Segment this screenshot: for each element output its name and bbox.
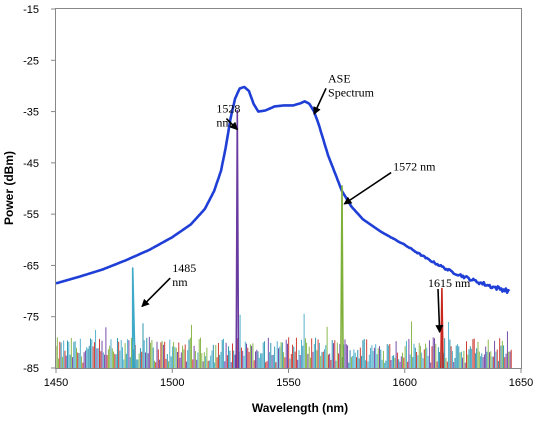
y-tick-label: -85 xyxy=(23,363,39,375)
x-tick-label: 1550 xyxy=(276,377,300,389)
x-tick-label: 1650 xyxy=(509,377,533,389)
annotation-arrow xyxy=(141,277,171,308)
y-tick-label: -15 xyxy=(23,4,39,16)
series-group xyxy=(55,85,511,369)
y-tick-label: -45 xyxy=(23,158,39,170)
annotation-arrow xyxy=(435,288,444,334)
y-tick-label: -55 xyxy=(23,209,39,221)
y-axis: -85 -75 -65 -55 -45 -35 -25 -15 xyxy=(23,4,56,375)
x-axis: 1450 1500 1550 1600 1650 xyxy=(44,368,533,389)
y-tick-label: -25 xyxy=(23,55,39,67)
ase-spectrum-line xyxy=(55,85,511,294)
x-tick-label: 1450 xyxy=(44,377,68,389)
x-axis-title: Wavelength (nm) xyxy=(252,401,348,415)
annotation-label: 1528 nm xyxy=(216,102,240,130)
laser-peak-line xyxy=(235,109,240,369)
laser-peak-line xyxy=(440,287,444,369)
y-tick-label: -75 xyxy=(23,312,39,324)
annotation-arrow xyxy=(313,88,327,116)
x-tick-label: 1600 xyxy=(393,377,417,389)
x-tick-label: 1500 xyxy=(160,377,184,389)
annotation-label: 1572 nm xyxy=(393,160,436,174)
annotations: 1528 nm ASE Spectrum 1572 nm 1485 nm 1615 nm xyxy=(141,71,471,334)
annotation-label: 1485 nm xyxy=(172,261,196,289)
y-tick-label: -35 xyxy=(23,107,39,119)
annotation-label: ASE Spectrum xyxy=(328,71,375,99)
annotation-arrow xyxy=(343,171,392,205)
y-tick-label: -65 xyxy=(23,260,39,272)
y-axis-title: Power (dBm) xyxy=(2,151,16,225)
laser-peak-line xyxy=(340,185,344,369)
noise-floor xyxy=(55,313,512,368)
annotation-arrow xyxy=(225,118,239,131)
annotation-label: 1615 nm xyxy=(428,276,471,290)
laser-peak-line xyxy=(131,267,136,369)
